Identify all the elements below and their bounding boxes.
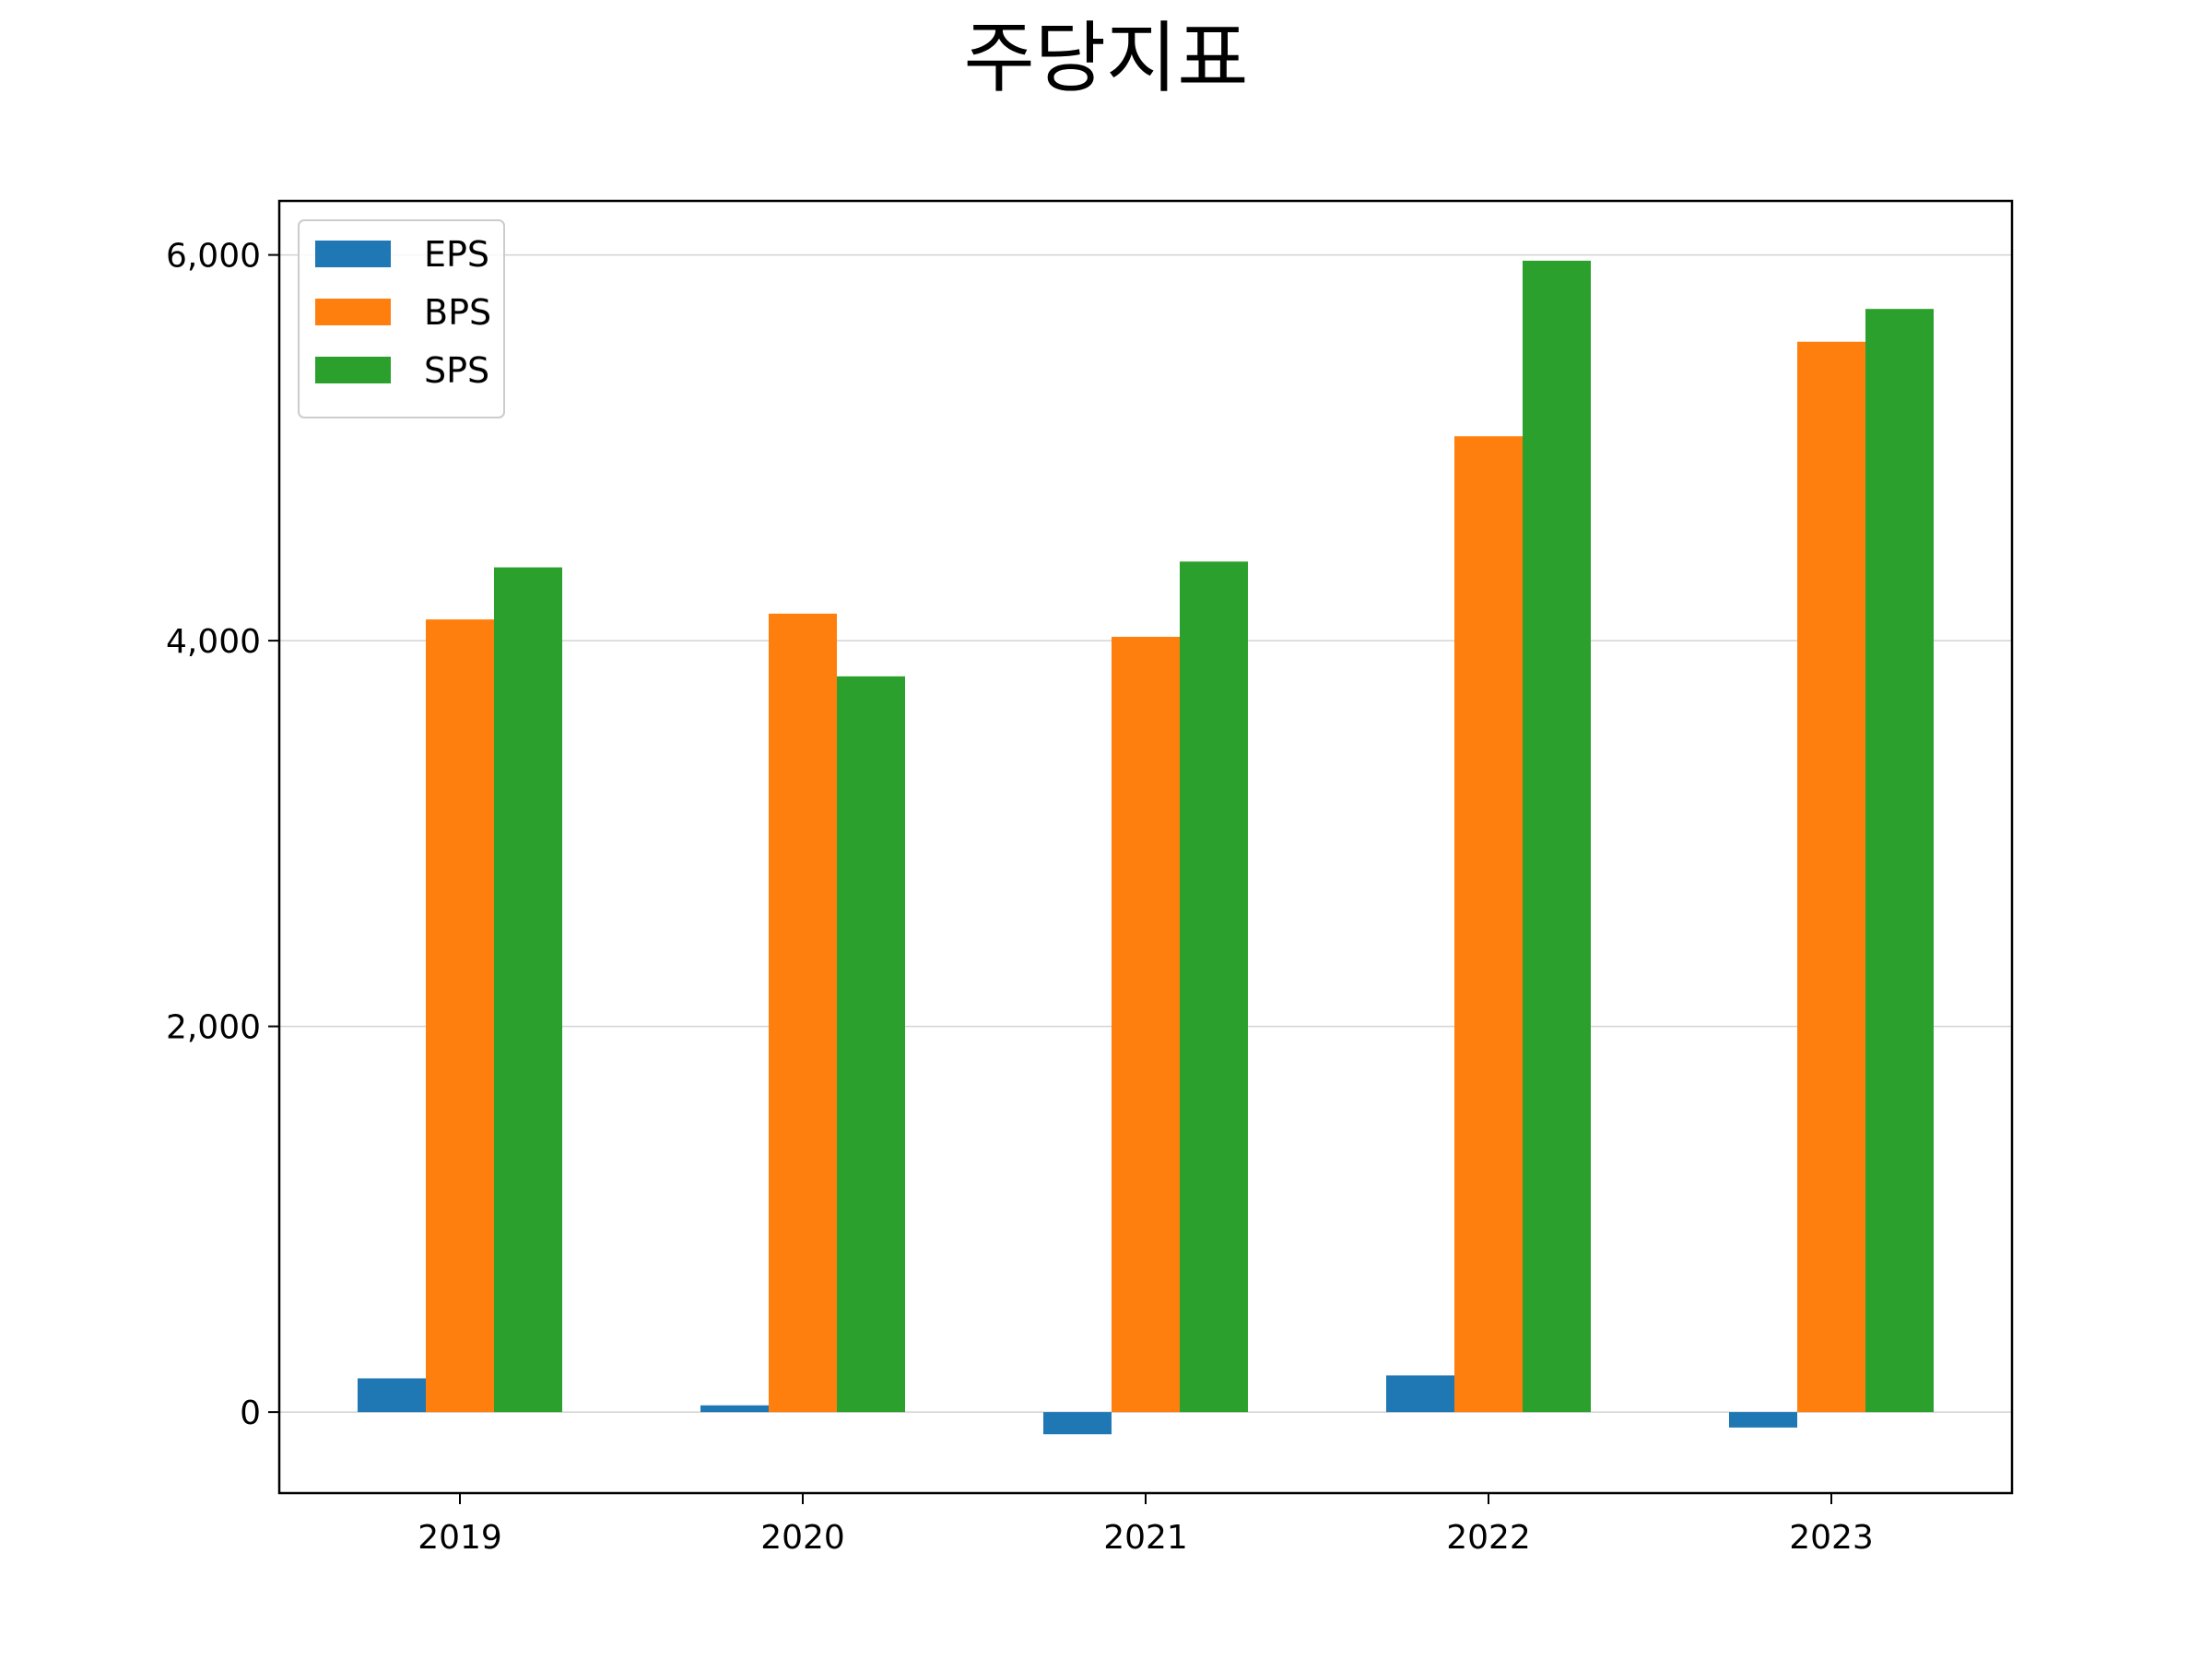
y-tick-label: 2,000 (166, 1009, 261, 1047)
legend-label-bps: BPS (424, 292, 491, 333)
bar-bps-2022 (1454, 436, 1523, 1413)
x-tick-label: 2022 (1446, 1519, 1531, 1557)
legend-swatch-bps (315, 299, 391, 325)
legend-swatch-sps (315, 357, 391, 383)
chart-title: 주당지표 (963, 13, 1248, 103)
bar-bps-2023 (1797, 341, 1865, 1413)
y-tick-label: 4,000 (166, 623, 261, 661)
bar-sps-2019 (494, 567, 562, 1413)
legend-swatch-eps (315, 241, 391, 267)
bar-sps-2023 (1865, 309, 1934, 1413)
bar-bps-2020 (769, 613, 837, 1413)
bar-eps-2021 (1043, 1412, 1112, 1435)
x-tick-label: 2019 (418, 1519, 502, 1557)
legend-label-eps: EPS (424, 234, 489, 275)
y-axis: 0 2,000 4,000 6,000 (166, 238, 279, 1432)
bars (358, 260, 1934, 1435)
x-tick-label: 2023 (1789, 1519, 1874, 1557)
legend: EPS BPS SPS (298, 219, 505, 418)
x-tick-label: 2020 (760, 1519, 845, 1557)
y-tick-label: 6,000 (166, 238, 261, 276)
bar-eps-2020 (700, 1405, 769, 1413)
bar-sps-2021 (1180, 561, 1248, 1413)
bar-eps-2019 (358, 1378, 426, 1413)
legend-label-sps: SPS (424, 350, 489, 391)
x-axis: 2019 2020 2021 2022 2023 (418, 1493, 1874, 1557)
x-tick-label: 2021 (1103, 1519, 1188, 1557)
bar-sps-2022 (1523, 260, 1591, 1413)
y-tick-label: 0 (240, 1394, 261, 1432)
bar-eps-2022 (1386, 1375, 1454, 1413)
bar-sps-2020 (837, 676, 905, 1413)
bar-bps-2019 (426, 619, 494, 1413)
bar-bps-2021 (1112, 636, 1180, 1413)
bar-eps-2023 (1729, 1412, 1797, 1428)
